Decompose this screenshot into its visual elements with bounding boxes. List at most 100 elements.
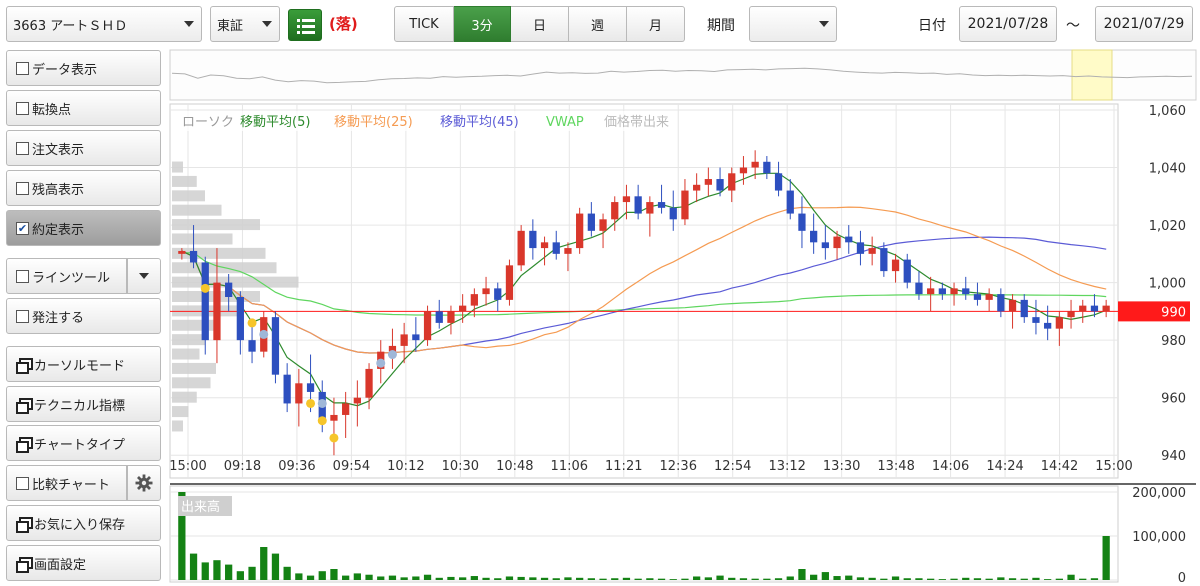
volume-bar <box>201 562 209 580</box>
volume-plot-area <box>169 485 1119 583</box>
y-tick-label: 1,020 <box>1149 219 1186 234</box>
technical-indicator-button[interactable]: テクニカル指標 <box>6 386 161 422</box>
legend-item[interactable]: ローソク <box>182 115 234 130</box>
execution-mark[interactable] <box>306 398 316 408</box>
candle <box>810 213 818 254</box>
legend-item[interactable]: 移動平均(45) <box>440 115 519 130</box>
candle <box>1032 299 1040 335</box>
candle <box>412 317 420 352</box>
legend-item-bg <box>332 111 434 131</box>
volume-bar <box>821 572 829 580</box>
execution-mark[interactable] <box>387 350 397 360</box>
date-to-input[interactable]: 2021/07/29 <box>1095 6 1193 42</box>
turning-point-toggle[interactable]: 転換点 <box>6 90 161 126</box>
volume-bar <box>798 569 806 580</box>
date-to-value: 2021/07/29 <box>1103 16 1185 32</box>
period-select[interactable] <box>749 6 837 42</box>
market-select[interactable]: 東証 <box>210 6 280 42</box>
execution-mark[interactable] <box>317 398 327 408</box>
legend-item[interactable]: 移動平均(5) <box>240 115 310 130</box>
x-tick-label: 10:12 <box>387 459 424 474</box>
overview-navigator[interactable] <box>169 49 1197 101</box>
volume-bar <box>751 578 759 580</box>
date-from-input[interactable]: 2021/07/28 <box>959 6 1057 42</box>
compare-chart-toggle[interactable]: 比較チャート <box>6 465 127 501</box>
volume-bar <box>494 578 502 580</box>
volume-bar <box>681 578 689 580</box>
chart-type-label: チャートタイプ <box>34 437 125 453</box>
volume-bar <box>1055 578 1063 580</box>
order-display-label: 注文表示 <box>32 142 85 158</box>
execution-mark[interactable] <box>329 433 339 443</box>
volume-bar <box>412 576 420 580</box>
save-favorite-button[interactable]: お気に入り保存 <box>6 505 161 541</box>
place-order-toggle[interactable]: 発注する <box>6 298 161 334</box>
candle <box>400 322 408 364</box>
tab-week[interactable]: 週 <box>569 6 627 42</box>
candle <box>938 282 946 300</box>
legend-item-bg <box>238 111 328 131</box>
volume-bar <box>1067 574 1075 580</box>
volume-bar <box>693 576 701 580</box>
compare-chart-label: 比較チャート <box>32 477 110 493</box>
execution-mark[interactable] <box>317 416 327 426</box>
execution-mark[interactable] <box>376 358 386 368</box>
volume-bar <box>447 576 455 580</box>
date-label: 日付 <box>918 18 946 34</box>
candle <box>236 291 244 355</box>
stock-select[interactable]: 3663 アートＳＨＤ <box>6 6 202 42</box>
candle <box>646 196 654 237</box>
data-display-toggle[interactable]: データ表示 <box>6 50 161 86</box>
screen-settings-button[interactable]: 画面設定 <box>6 545 161 581</box>
list-view-button[interactable] <box>288 9 322 41</box>
volume-bar <box>377 576 385 580</box>
executed-display-toggle[interactable]: ✔ 約定表示 <box>6 210 161 246</box>
candle <box>529 219 537 260</box>
tab-tick[interactable]: TICK <box>394 6 454 42</box>
volume-bar <box>178 492 186 580</box>
price-plot-area <box>169 103 1119 479</box>
execution-mark[interactable] <box>259 329 269 339</box>
price-volume-bar <box>172 190 205 202</box>
balance-display-toggle[interactable]: 残高表示 <box>6 170 161 206</box>
legend-item[interactable]: 移動平均(25) <box>334 115 413 130</box>
candle <box>973 282 982 306</box>
window-icon <box>16 516 33 533</box>
volume-bar <box>1020 578 1028 580</box>
order-display-toggle[interactable]: 注文表示 <box>6 130 161 166</box>
candle <box>540 236 549 266</box>
tab-3min[interactable]: 3分 <box>454 6 511 42</box>
line-tool-dropdown[interactable] <box>127 258 161 294</box>
candle <box>365 363 373 410</box>
tab-day[interactable]: 日 <box>511 6 569 42</box>
volume-bar <box>342 575 350 580</box>
compare-chart-settings[interactable] <box>127 465 161 501</box>
volume-bar <box>810 574 818 580</box>
candle <box>950 282 958 306</box>
execution-mark[interactable] <box>200 283 210 293</box>
candle <box>927 276 935 312</box>
x-tick-label: 13:30 <box>823 459 860 474</box>
volume-bar <box>856 577 865 580</box>
candle <box>1044 305 1052 341</box>
volume-bar <box>927 578 935 580</box>
cursor-mode-button[interactable]: カーソルモード <box>6 346 161 382</box>
volume-bar <box>786 576 794 580</box>
line-tool-toggle[interactable]: ラインツール <box>6 258 127 294</box>
overview-selection[interactable] <box>1071 49 1113 101</box>
technical-indicator-label: テクニカル指標 <box>34 398 126 414</box>
legend-item[interactable]: 価格帯出来 <box>604 114 669 130</box>
volume-bar <box>763 578 771 580</box>
chart-type-button[interactable]: チャートタイプ <box>6 425 161 461</box>
tab-month[interactable]: 月 <box>627 6 685 42</box>
legend-item[interactable]: VWAP <box>546 115 584 130</box>
volume-bar <box>459 577 467 580</box>
candle <box>915 271 923 300</box>
save-favorite-label: お気に入り保存 <box>34 517 126 533</box>
execution-mark[interactable] <box>247 318 257 328</box>
volume-bar <box>669 579 677 580</box>
candle <box>505 259 514 306</box>
volume-tick-label: 200,000 <box>1132 486 1186 501</box>
volume-bar <box>728 577 736 580</box>
